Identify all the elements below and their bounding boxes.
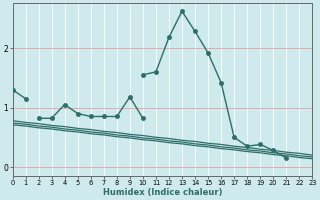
X-axis label: Humidex (Indice chaleur): Humidex (Indice chaleur) — [103, 188, 222, 197]
